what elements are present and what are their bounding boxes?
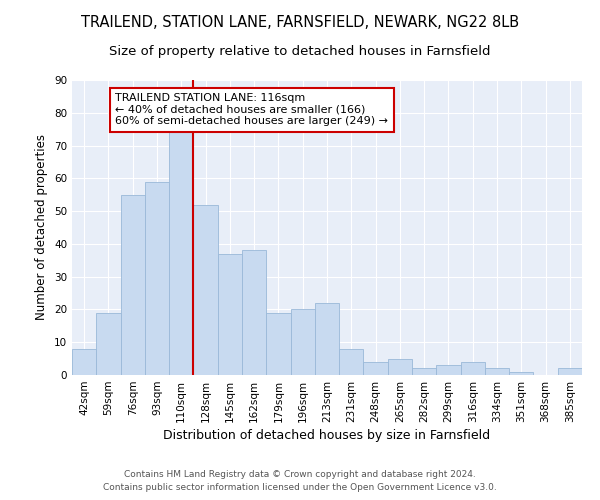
- Bar: [558, 368, 582, 375]
- Bar: [169, 129, 193, 375]
- Text: TRAILEND, STATION LANE, FARNSFIELD, NEWARK, NG22 8LB: TRAILEND, STATION LANE, FARNSFIELD, NEWA…: [81, 15, 519, 30]
- Bar: [509, 372, 533, 375]
- Bar: [96, 312, 121, 375]
- Bar: [388, 358, 412, 375]
- Bar: [72, 349, 96, 375]
- Bar: [266, 312, 290, 375]
- Bar: [436, 365, 461, 375]
- Bar: [412, 368, 436, 375]
- Bar: [242, 250, 266, 375]
- Bar: [364, 362, 388, 375]
- Bar: [339, 349, 364, 375]
- X-axis label: Distribution of detached houses by size in Farnsfield: Distribution of detached houses by size …: [163, 429, 491, 442]
- Bar: [461, 362, 485, 375]
- Bar: [290, 310, 315, 375]
- Bar: [193, 204, 218, 375]
- Text: Size of property relative to detached houses in Farnsfield: Size of property relative to detached ho…: [109, 45, 491, 58]
- Bar: [315, 303, 339, 375]
- Y-axis label: Number of detached properties: Number of detached properties: [35, 134, 49, 320]
- Bar: [145, 182, 169, 375]
- Bar: [485, 368, 509, 375]
- Bar: [218, 254, 242, 375]
- Text: Contains public sector information licensed under the Open Government Licence v3: Contains public sector information licen…: [103, 483, 497, 492]
- Text: TRAILEND STATION LANE: 116sqm
← 40% of detached houses are smaller (166)
60% of : TRAILEND STATION LANE: 116sqm ← 40% of d…: [115, 94, 388, 126]
- Bar: [121, 194, 145, 375]
- Text: Contains HM Land Registry data © Crown copyright and database right 2024.: Contains HM Land Registry data © Crown c…: [124, 470, 476, 479]
